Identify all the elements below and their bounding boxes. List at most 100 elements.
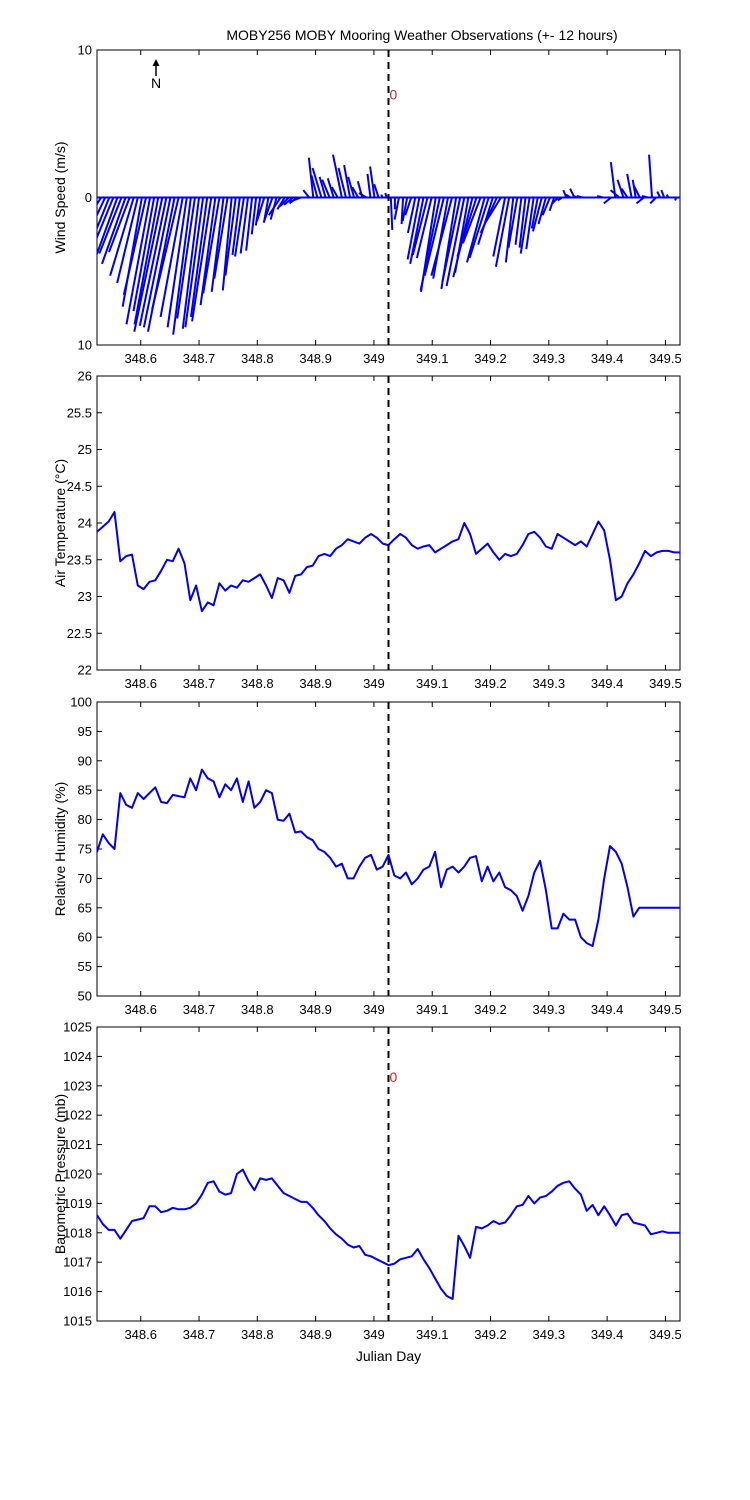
pressure-xtick-label: 349: [363, 1327, 385, 1342]
pressure-xtick-label: 348.6: [124, 1327, 157, 1342]
wind-vector: [224, 197, 237, 276]
wind-vector: [159, 197, 184, 318]
air-temperature-panel: 22 22.5 23 23.5 24 24.5 25 25.5 26 348.6 348.7 348.…: [52, 369, 682, 692]
pressure-reference-label: 0: [390, 1069, 398, 1085]
wind-vector: [221, 197, 233, 291]
airtemp-ytick-label: 25.5: [67, 405, 92, 420]
humidity-xtick-label: 348.8: [241, 1002, 274, 1017]
airtemp-xtick-label: 349.1: [416, 676, 449, 691]
wind-vector: [97, 197, 107, 218]
airtemp-ytick-label: 23: [78, 589, 92, 604]
airtemp-ytick-label: 25: [78, 442, 92, 457]
wind-vector: [419, 197, 441, 291]
pressure-ytick-label: 1024: [63, 1049, 92, 1064]
wind-vector: [97, 197, 98, 201]
wind-ylabel: Wind Speed (m/s): [52, 141, 68, 253]
wind-ytick-label: 10: [78, 43, 92, 58]
wind-xtick-label: 348.8: [241, 351, 274, 366]
pressure-xtick-label: 349.4: [591, 1327, 624, 1342]
wind-vector: [210, 197, 225, 293]
wind-vector: [525, 197, 535, 250]
figure-title: MOBY256 MOBY Mooring Weather Observation…: [226, 27, 617, 43]
airtemp-ylabel: Air Temperature (°C): [52, 459, 68, 587]
airtemp-xtick-label: 348.7: [183, 676, 216, 691]
wind-vector: [97, 197, 111, 231]
wind-vector: [279, 196, 290, 208]
wind-vector: [255, 197, 266, 222]
north-indicator: N: [151, 59, 161, 91]
pressure-ytick-label: 1021: [63, 1137, 92, 1152]
wind-vector: [213, 197, 229, 279]
pressure-xtick-label: 348.7: [183, 1327, 216, 1342]
wind-vector: [456, 197, 478, 257]
wind-vector: [311, 167, 323, 198]
wind-vector: [97, 197, 115, 240]
wind-vector: [133, 197, 160, 325]
wind-vector: [369, 166, 376, 198]
airtemp-xtick-label: 349.5: [649, 676, 682, 691]
wind-vector: [518, 197, 527, 248]
wind-vector: [250, 197, 258, 235]
wind-vector: [406, 197, 417, 234]
wind-vector: [268, 196, 282, 216]
pressure-ytick-label: 1016: [63, 1284, 92, 1299]
wind-vector: [176, 197, 196, 319]
wind-vector: [373, 183, 380, 198]
wind-vector: [347, 176, 356, 198]
airtemp-ytick-label: 24: [78, 516, 92, 531]
wind-vector: [239, 197, 249, 254]
wind-ytick-label: 10: [78, 338, 92, 353]
wind-vector: [302, 189, 310, 199]
humidity-xtick-label: 349.2: [474, 1002, 507, 1017]
airtemp-ytick-label: 23.5: [67, 552, 92, 567]
humidity-xtick-label: 348.7: [183, 1002, 216, 1017]
airtemp-ytick-label: 26: [78, 369, 92, 384]
airtemp-xtick-label: 349.2: [474, 676, 507, 691]
wind-vector: [445, 197, 466, 287]
wind-xtick-label: 348.9: [299, 351, 332, 366]
north-arrowhead-icon: [152, 59, 160, 66]
wind-xtick-label: 349.4: [591, 351, 624, 366]
humidity-data: [97, 768, 680, 947]
wind-vector: [626, 173, 633, 198]
wind-vector: [519, 197, 531, 254]
humidity-xtick-label: 348.6: [124, 1002, 157, 1017]
wind-vector: [609, 189, 621, 199]
wind-vector: [97, 196, 102, 207]
wind-data: [97, 154, 680, 335]
pressure-xtick-label: 349.3: [533, 1327, 566, 1342]
humidity-xtick-label: 349: [363, 1002, 385, 1017]
wind-vector: [138, 197, 168, 327]
wind-vector: [142, 197, 172, 328]
wind-vector: [430, 197, 454, 276]
humidity-xtick-label: 349.3: [533, 1002, 566, 1017]
wind-vector: [441, 197, 462, 282]
wind-xtick-label: 348.6: [124, 351, 157, 366]
wind-vector: [461, 197, 482, 244]
wind-vector: [609, 161, 617, 198]
wind-vector: [366, 173, 372, 198]
wind-vector: [514, 197, 523, 245]
humidity-ylabel: Relative Humidity (%): [52, 782, 68, 917]
wind-vector: [109, 197, 135, 276]
wind-vector: [468, 197, 490, 259]
wind-vector: [530, 197, 539, 229]
airtemp-ytick-label: 24.5: [67, 479, 92, 494]
humidity-ytick-label: 75: [78, 842, 92, 857]
wind-vector: [494, 197, 511, 268]
pressure-series-line: [97, 1168, 680, 1300]
wind-vector: [406, 197, 421, 260]
wind-vector: [331, 186, 339, 198]
wind-vector: [343, 164, 352, 198]
wind-vector: [318, 176, 327, 198]
relative-humidity-panel: 50 55 60 65 70 75 80 85 90 95 100 348.6 348.7 348.8 34…: [52, 695, 682, 1018]
wind-vector: [262, 197, 274, 223]
humidity-xtick-label: 348.9: [299, 1002, 332, 1017]
airtemp-xtick-label: 348.8: [241, 676, 274, 691]
wind-speed-panel: 10 0 10 348.6 348.7 348.8 348.9 349 349.1 349.2 34…: [52, 43, 682, 367]
wind-vector: [326, 178, 335, 198]
wind-vector: [541, 197, 551, 216]
wind-vector: [234, 197, 245, 257]
wind-vector: [101, 197, 127, 265]
